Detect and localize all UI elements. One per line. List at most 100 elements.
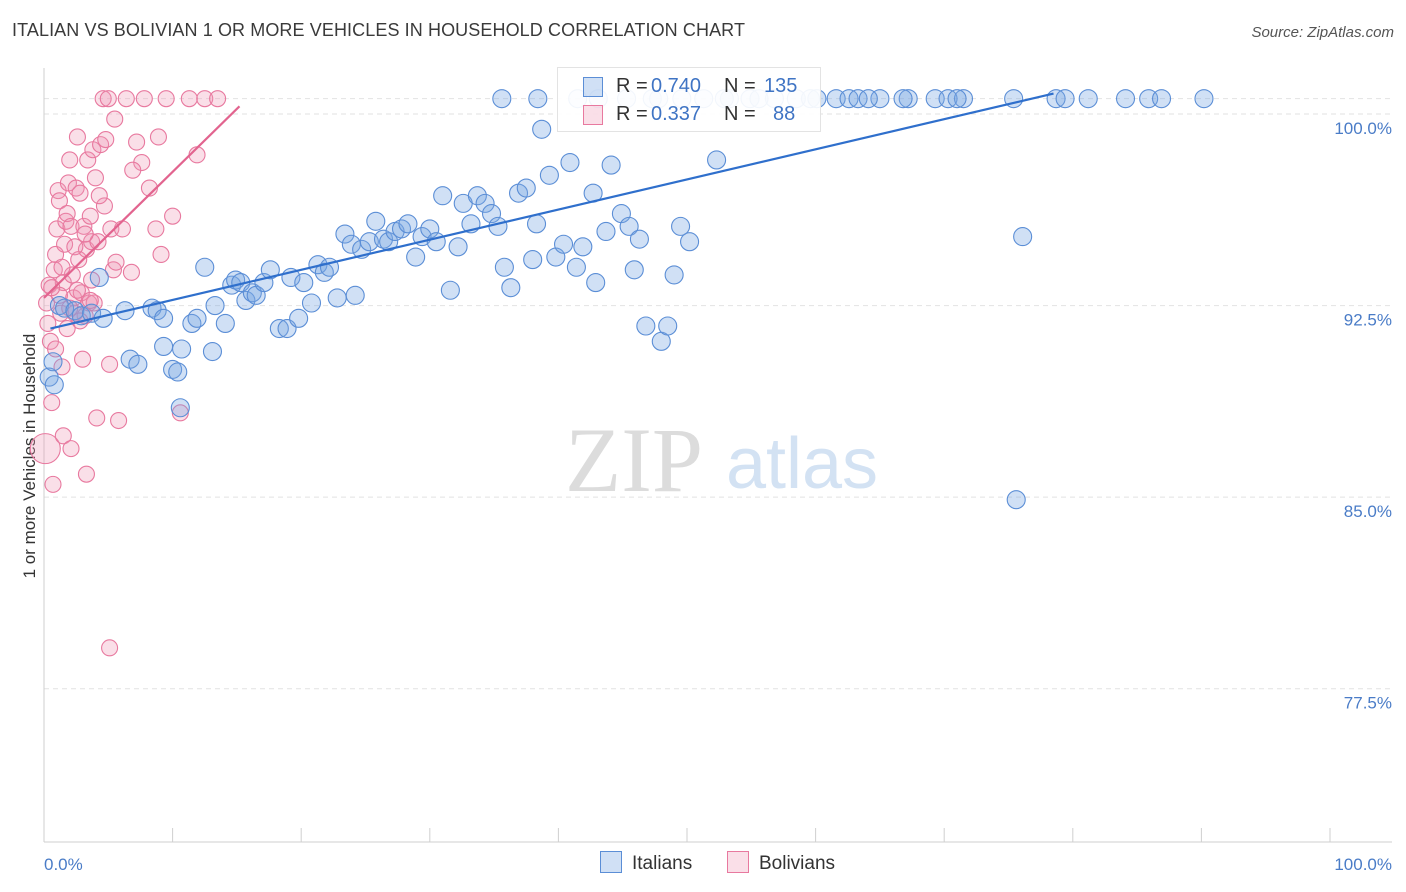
italian-point: [629, 229, 649, 249]
bolivian-point: [76, 225, 94, 243]
italian-point: [147, 301, 167, 321]
italian-point: [289, 308, 309, 328]
italian-point: [523, 250, 543, 270]
bolivian-point: [66, 238, 84, 256]
bolivian-point: [101, 355, 119, 373]
y-tick-label: 77.5%: [1344, 694, 1392, 713]
italian-point: [440, 280, 460, 300]
italian-point: [379, 232, 399, 252]
bolivian-point: [106, 110, 124, 128]
italian-point: [43, 352, 63, 372]
stats-legend: R = 0.740 N = 135 R = 0.337 N = 88: [557, 67, 821, 132]
italian-point: [335, 224, 355, 244]
italian-point: [359, 232, 379, 252]
bolivian-point: [53, 258, 71, 276]
italian-point: [1013, 227, 1033, 247]
italian-point: [406, 247, 426, 267]
italian-point: [1078, 89, 1098, 109]
italian-point: [898, 89, 918, 109]
italian-point: [1151, 89, 1172, 109]
italian-point: [858, 89, 878, 109]
italian-point: [391, 219, 412, 239]
bolivians-legend-label: Bolivians: [759, 853, 836, 874]
bolivian-point: [149, 128, 168, 146]
italian-point: [870, 89, 890, 109]
legend-row-bolivians: R = 0.337 N = 88: [558, 100, 820, 128]
italian-point: [182, 313, 202, 333]
bolivians-points: [29, 90, 227, 657]
italian-point: [953, 89, 974, 109]
bolivian-point: [88, 409, 106, 427]
italian-point: [560, 152, 580, 173]
bolivian-point: [128, 133, 146, 151]
italian-point: [707, 150, 727, 170]
italian-point: [494, 257, 514, 277]
bolivian-point: [164, 207, 182, 225]
bolivian-point: [58, 205, 76, 223]
italian-point: [366, 211, 386, 231]
bolivian-point: [196, 90, 214, 108]
italian-point: [528, 89, 548, 109]
bolivian-point: [68, 281, 86, 299]
bolivian-point: [101, 639, 119, 657]
bolivian-point: [180, 90, 198, 108]
bolivian-point: [147, 220, 165, 238]
bolivian-point: [135, 90, 153, 108]
italian-point: [532, 119, 552, 139]
italian-point: [269, 319, 289, 339]
tick-labels: 77.5% 85.0% 92.5% 100.0% 0.0% 100.0%: [44, 119, 1392, 874]
chart-title: ITALIAN VS BOLIVIAN 1 OR MORE VEHICLES I…: [12, 20, 746, 40]
bolivians-r-label: R =: [616, 103, 648, 125]
legend-item-bolivians[interactable]: Bolivians: [727, 851, 835, 875]
bolivian-point: [43, 279, 61, 297]
italian-point: [1055, 89, 1075, 109]
italian-point: [89, 267, 109, 288]
bolivians-legend-swatch: [727, 851, 749, 873]
italian-point: [345, 285, 365, 305]
italian-point: [539, 165, 559, 185]
italian-point: [433, 186, 453, 206]
italian-point: [49, 296, 69, 316]
bolivians-swatch: [583, 105, 603, 125]
bolivian-point: [71, 184, 89, 202]
bolivians-trend-line: [43, 105, 241, 299]
source-label: Source: ZipAtlas.com: [1251, 24, 1394, 41]
bolivian-point: [124, 161, 142, 179]
axes: [43, 68, 1392, 843]
italian-point: [44, 375, 64, 395]
x-tick-label-min: 0.0%: [44, 855, 83, 874]
legend-item-italians[interactable]: Italians: [600, 851, 692, 875]
italian-point: [236, 290, 256, 311]
watermark-atlas: atlas: [726, 424, 878, 504]
italian-point: [586, 273, 606, 293]
italian-point: [664, 265, 684, 285]
italian-point: [671, 216, 691, 236]
bolivian-point: [68, 128, 86, 146]
italian-point: [488, 216, 508, 236]
bolivian-point: [209, 90, 227, 108]
italian-point: [294, 273, 314, 293]
bolivian-point: [54, 427, 72, 445]
x-tick-label-max: 100.0%: [1334, 855, 1392, 874]
italian-point: [170, 398, 190, 418]
bolivian-point: [110, 411, 128, 430]
bolivian-point: [62, 440, 80, 458]
italian-point: [526, 214, 547, 234]
italian-point: [596, 221, 616, 242]
italian-point: [658, 316, 678, 336]
italians-n-value: 135: [764, 75, 798, 97]
italian-point: [327, 288, 347, 308]
bolivian-point: [62, 217, 80, 235]
italian-point: [187, 308, 207, 328]
italian-point: [516, 178, 536, 198]
italian-point: [128, 354, 148, 374]
italians-r-value: 0.740: [651, 75, 702, 97]
italians-points: [39, 89, 1214, 510]
bolivian-point: [122, 263, 140, 281]
bolivian-point: [92, 136, 110, 154]
italian-point: [154, 336, 174, 356]
italian-point: [624, 260, 644, 280]
italian-point: [202, 341, 223, 362]
bolivian-point: [77, 465, 95, 483]
bolivian-point: [44, 475, 62, 493]
